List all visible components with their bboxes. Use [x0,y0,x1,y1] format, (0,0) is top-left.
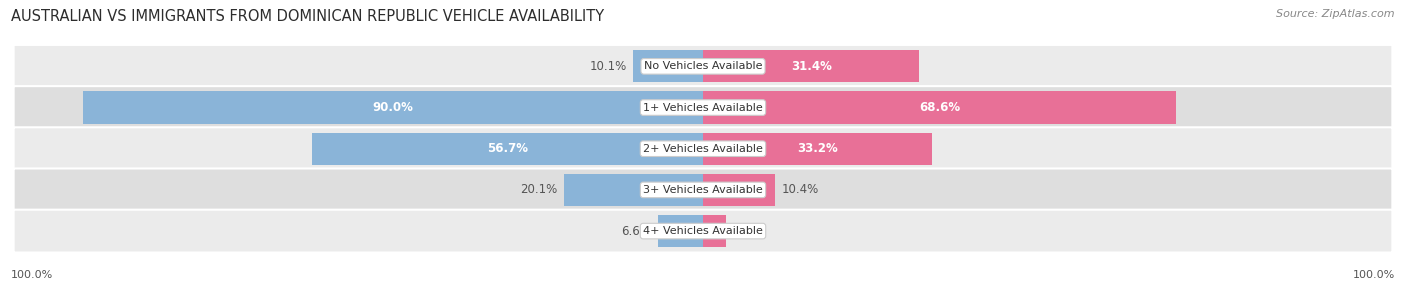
FancyBboxPatch shape [14,45,1392,88]
Bar [564,174,703,206]
Text: 20.1%: 20.1% [520,183,558,196]
Text: No Vehicles Available: No Vehicles Available [644,61,762,71]
FancyBboxPatch shape [14,127,1392,170]
Text: Source: ZipAtlas.com: Source: ZipAtlas.com [1277,9,1395,19]
Bar [703,215,725,247]
Text: 2+ Vehicles Available: 2+ Vehicles Available [643,144,763,154]
Text: 31.4%: 31.4% [790,60,831,73]
Text: AUSTRALIAN VS IMMIGRANTS FROM DOMINICAN REPUBLIC VEHICLE AVAILABILITY: AUSTRALIAN VS IMMIGRANTS FROM DOMINICAN … [11,9,605,23]
Text: 33.2%: 33.2% [797,142,838,155]
Text: 10.4%: 10.4% [782,183,818,196]
FancyBboxPatch shape [14,210,1392,253]
Text: 3.3%: 3.3% [733,225,762,238]
Text: 100.0%: 100.0% [11,270,53,279]
Text: 56.7%: 56.7% [486,142,529,155]
Text: 90.0%: 90.0% [373,101,413,114]
Text: 100.0%: 100.0% [1353,270,1395,279]
Text: 10.1%: 10.1% [589,60,627,73]
Bar [703,133,932,165]
Bar [658,215,703,247]
FancyBboxPatch shape [14,86,1392,129]
Text: 1+ Vehicles Available: 1+ Vehicles Available [643,103,763,112]
Bar [633,50,703,82]
Bar [312,133,703,165]
Text: 4+ Vehicles Available: 4+ Vehicles Available [643,226,763,236]
Text: 68.6%: 68.6% [920,101,960,114]
Bar [703,174,775,206]
FancyBboxPatch shape [14,168,1392,211]
Text: 6.6%: 6.6% [620,225,651,238]
Bar [703,50,920,82]
Bar [83,92,703,124]
Bar [703,92,1175,124]
Text: 3+ Vehicles Available: 3+ Vehicles Available [643,185,763,195]
